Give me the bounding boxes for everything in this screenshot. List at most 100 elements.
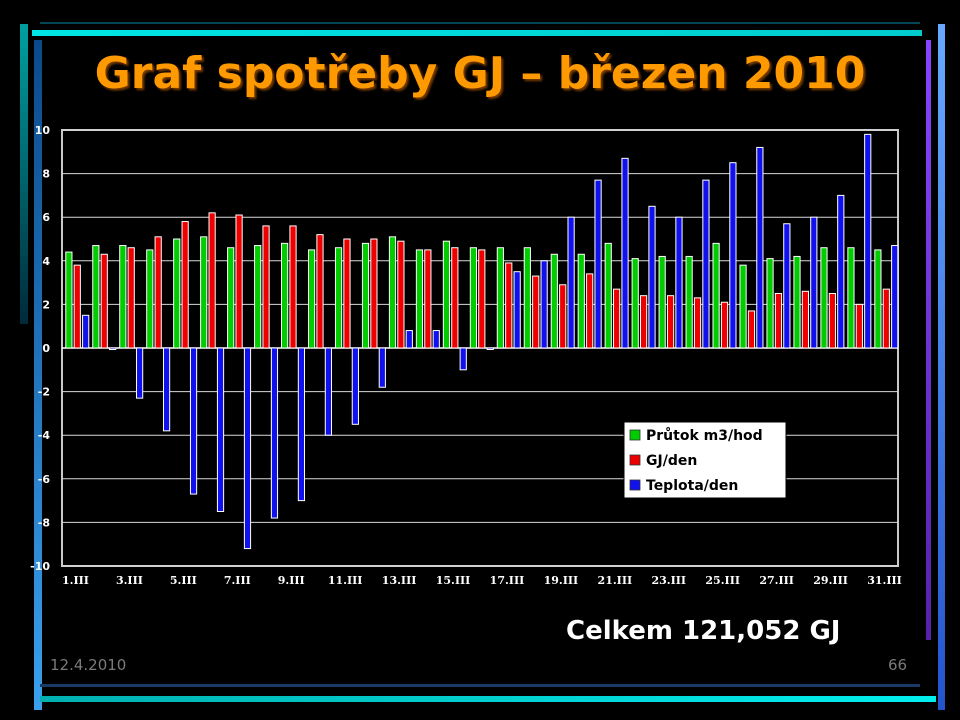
bar-prutok	[874, 249, 882, 349]
frame-bar-top-thin	[40, 22, 920, 24]
x-tick-label: 27.III	[759, 574, 794, 587]
legend-label: GJ/den	[646, 453, 697, 469]
bar-gj	[720, 301, 729, 349]
bar-gj	[73, 264, 81, 349]
x-tick-label: 19.III	[544, 574, 579, 587]
bar-gj	[100, 253, 108, 349]
bar-prutok	[820, 247, 828, 349]
bar-prutok	[496, 247, 504, 349]
bar-gj	[235, 214, 243, 349]
bar-gj	[586, 273, 594, 349]
bar-prutok	[173, 238, 181, 349]
x-tick-label: 17.III	[490, 574, 525, 587]
bar-gj	[693, 297, 702, 349]
frame-bar-right-purple	[926, 40, 931, 640]
x-tick-label: 29.III	[813, 574, 848, 587]
bar-gj	[613, 288, 621, 349]
bar-prutok	[550, 253, 558, 349]
bar-teplota	[162, 347, 171, 432]
bar-prutok	[361, 242, 370, 349]
bar-teplota	[297, 347, 306, 502]
bar-teplota	[756, 146, 764, 349]
bar-teplota	[567, 216, 575, 349]
bar-prutok	[712, 242, 720, 349]
y-tick-label: -6	[38, 473, 51, 486]
bar-gj	[559, 284, 567, 349]
bar-teplota	[459, 347, 467, 371]
bar-gj	[666, 295, 675, 349]
x-tick-label: 13.III	[382, 574, 417, 587]
frame-bar-top	[32, 30, 922, 36]
bar-prutok	[415, 249, 424, 349]
x-tick-label: 15.III	[436, 574, 471, 587]
y-tick-label: 8	[42, 168, 50, 181]
bar-gj	[801, 290, 810, 349]
frame-bar-left	[34, 40, 42, 710]
bar-teplota	[351, 347, 359, 425]
bar-teplota	[540, 260, 548, 349]
bar-gj	[532, 275, 540, 349]
x-tick-label: 31.III	[867, 574, 902, 587]
x-tick-label: 7.III	[224, 574, 251, 587]
bar-prutok	[281, 242, 289, 349]
bar-prutok	[119, 245, 127, 349]
bar-teplota	[216, 347, 225, 512]
bar-prutok	[847, 247, 855, 349]
bar-teplota	[864, 133, 872, 349]
bar-prutok	[739, 264, 747, 349]
bar-prutok	[92, 245, 100, 349]
bar-prutok	[469, 247, 477, 349]
bar-teplota	[324, 347, 332, 436]
total-consumption-label: Celkem 121,052 GJ	[566, 616, 841, 646]
bar-teplota	[378, 347, 386, 388]
bar-teplota	[729, 162, 737, 349]
bar-gj	[451, 247, 459, 349]
x-tick-label: 5.III	[170, 574, 197, 587]
bar-prutok	[631, 258, 639, 349]
bar-teplota	[405, 330, 413, 349]
bar-chart: 10 8 6 4 2 0 -2 -4 -6 -8 -10 1.III 3.III 5.III 7.III 9.…	[30, 124, 902, 587]
bar-teplota	[270, 347, 279, 519]
bar-prutok	[334, 247, 343, 349]
bar-gj	[505, 262, 513, 349]
bar-prutok	[685, 255, 693, 349]
legend	[623, 421, 787, 499]
bar-teplota	[82, 314, 90, 349]
bar-teplota	[136, 347, 144, 399]
bar-gj	[478, 249, 486, 349]
x-tick-label: 11.III	[328, 574, 363, 587]
bar-teplota	[513, 271, 521, 349]
bar-prutok	[523, 247, 531, 349]
bar-prutok	[577, 253, 585, 349]
x-tick-label: 9.III	[278, 574, 305, 587]
bar-teplota	[109, 347, 117, 350]
bar-prutok	[227, 247, 235, 349]
bar-gj	[262, 225, 270, 349]
y-tick-label: 6	[42, 211, 50, 224]
legend-label: Průtok m3/hod	[646, 427, 763, 444]
y-tick-label: 4	[42, 255, 50, 268]
frame-bar-bottom	[40, 696, 936, 702]
legend-swatch	[629, 454, 641, 466]
bar-teplota	[702, 179, 710, 349]
bar-gj	[774, 293, 783, 349]
bar-teplota	[189, 347, 198, 495]
slide-title: Graf spotřeby GJ – březen 2010	[94, 48, 866, 99]
x-tick-label: 23.III	[651, 574, 686, 587]
bar-gj	[370, 238, 378, 349]
bar-teplota	[810, 216, 818, 349]
bar-prutok	[388, 236, 397, 349]
y-tick-label: -8	[38, 516, 50, 529]
x-tick-label: 3.III	[116, 574, 143, 587]
bar-gj	[208, 212, 216, 349]
y-tick-label: -10	[30, 560, 50, 573]
slide-page-number: 66	[888, 656, 908, 674]
x-tick-label: 25.III	[705, 574, 740, 587]
legend-swatch	[629, 479, 641, 491]
bar-prutok	[604, 242, 612, 349]
bar-prutok	[658, 255, 666, 349]
bar-gj	[882, 288, 890, 349]
bar-gj	[397, 240, 405, 349]
bar-gj	[127, 247, 135, 349]
bar-teplota	[621, 157, 629, 349]
